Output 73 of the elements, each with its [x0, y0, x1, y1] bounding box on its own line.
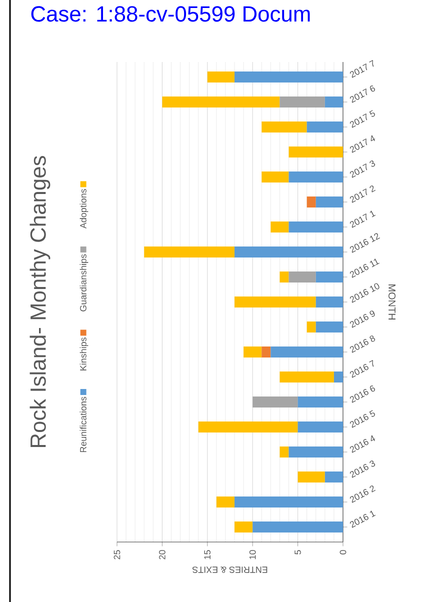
bar: [288, 146, 343, 158]
bar: [324, 96, 343, 108]
y-tick-label: 2016 2: [350, 486, 376, 503]
y-tick-label: 2017 5: [350, 110, 376, 128]
bar: [207, 72, 235, 82]
bar: [162, 96, 280, 108]
x-tick-label: 0: [340, 550, 346, 554]
y-tick-label: 2016 6: [350, 386, 376, 403]
bar: [298, 422, 343, 433]
bar: [262, 172, 289, 183]
bar: [244, 346, 262, 358]
bar: [288, 222, 343, 233]
y-tick-label: 2016 10: [350, 283, 380, 303]
y-tick-label: 2016 11: [350, 258, 380, 278]
y-tick-label: 2016 5: [350, 410, 376, 428]
y-tick-label: 2017 2: [350, 186, 376, 203]
y-tick-label: 2016 3: [350, 460, 376, 478]
text: Case: 1:88-cv-05599 Docum: [31, 6, 310, 22]
x-tick-label: 10: [249, 550, 256, 560]
bar: [298, 396, 343, 408]
x-tick-label: 20: [159, 550, 166, 560]
legend-label: Adoptions: [80, 189, 88, 229]
legend-label: Guardianships: [80, 254, 88, 312]
bar: [280, 372, 334, 383]
bar: [288, 172, 343, 183]
bar: [324, 472, 343, 483]
y-tick-label: 2017 7: [350, 60, 374, 78]
bar: [234, 522, 253, 533]
legend-label: Reunifications: [80, 396, 86, 452]
y-tick-label: 2017 4: [350, 135, 376, 153]
bar: [316, 196, 343, 208]
bar: [316, 272, 343, 283]
x-axis-title: ENTRIES & EXITS: [192, 566, 268, 573]
y-tick-label: 2016 12: [350, 233, 380, 253]
bar: [316, 296, 343, 308]
bar: [198, 422, 298, 433]
y-tick-label: 2016 8: [350, 336, 376, 353]
bar: [280, 446, 289, 458]
text: Rock Island- Monthy Changes: [30, 156, 50, 447]
y-tick-label: 2017 3: [350, 160, 376, 178]
bar: [262, 346, 271, 358]
bar: [306, 322, 316, 333]
y-tick-label: 2017 6: [350, 85, 376, 103]
legend-label: Kinships: [80, 338, 88, 370]
bar: [288, 272, 316, 283]
x-tick-label: 5: [294, 550, 301, 554]
bar: [298, 472, 325, 483]
y-tick-label: 2017 1: [350, 210, 376, 228]
bar: [334, 372, 343, 383]
y-tick-label: 2016 4: [350, 435, 376, 453]
bar: [280, 96, 325, 108]
x-tick-label: 25: [114, 550, 120, 560]
bar: [262, 122, 307, 132]
y-tick-label: 2016 7: [350, 360, 374, 378]
bar: [252, 522, 343, 533]
bar: [270, 346, 343, 358]
bar: [306, 196, 316, 208]
bar: [234, 246, 343, 258]
bar: [234, 72, 343, 82]
bar: [144, 246, 235, 258]
y-tick-label: 2016 9: [350, 310, 375, 328]
bar: [234, 296, 316, 308]
bar: [234, 496, 343, 508]
bar: [306, 122, 343, 132]
bar: [216, 496, 235, 508]
bar: [316, 322, 343, 333]
bar: [288, 446, 343, 458]
bar: [270, 222, 289, 233]
x-tick-label: 15: [204, 550, 211, 560]
y-axis-title: MONTH: [388, 284, 396, 320]
y-tick-label: 2016 1: [350, 510, 376, 528]
bar: [252, 396, 298, 408]
bar: [280, 272, 289, 283]
